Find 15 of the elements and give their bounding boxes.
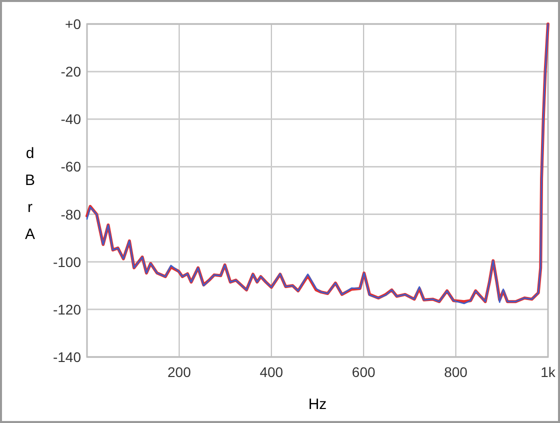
y-tick-label: -40 (60, 111, 82, 128)
x-tick-label: 600 (352, 364, 376, 380)
y-tick-label: -120 (52, 301, 82, 318)
x-tick-label: 800 (444, 364, 468, 380)
y-tick-label: -60 (60, 158, 82, 175)
y-tick-label: +0 (65, 16, 82, 32)
x-tick-label: 1k (540, 364, 556, 380)
y-tick-label: -140 (52, 349, 82, 365)
y-tick-label: -80 (60, 206, 82, 222)
x-axis-title: Hz (308, 396, 327, 413)
y-axis-title: dBrA (24, 145, 36, 243)
x-tick-label: 400 (260, 364, 284, 380)
y-tick-label: -100 (52, 254, 82, 270)
y-tick-label: -20 (60, 64, 82, 80)
x-tick-label: 200 (168, 364, 192, 380)
